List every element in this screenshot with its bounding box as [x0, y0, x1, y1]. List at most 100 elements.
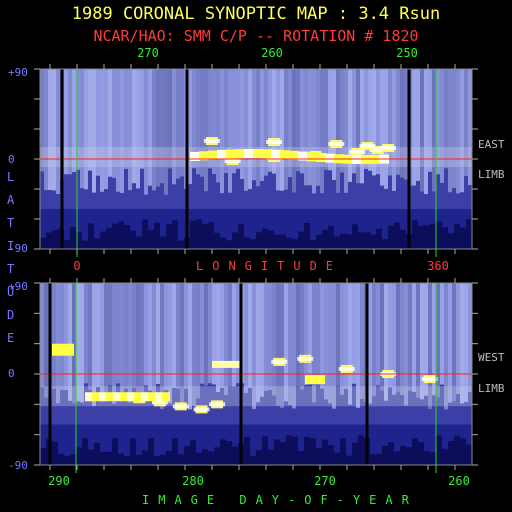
map-column: [180, 283, 184, 404]
map-column: [344, 283, 348, 389]
limb-label: LIMB: [478, 382, 505, 395]
map-column: [228, 69, 232, 193]
bright-feature-core: [328, 142, 345, 146]
map-column: [132, 283, 136, 388]
latitude-title-letter: I: [7, 239, 15, 253]
map-column: [436, 283, 440, 398]
dark-streak: [130, 230, 136, 249]
dark-streak: [52, 441, 58, 465]
map-column: [320, 69, 324, 194]
bottom-x-tick: 290: [48, 474, 70, 488]
equatorial-streamer: [280, 150, 290, 160]
map-column: [420, 69, 424, 192]
map-column: [296, 69, 300, 172]
map-column: [252, 283, 256, 410]
bright-feature-core: [349, 150, 366, 154]
map-column: [52, 283, 56, 389]
dark-streak: [82, 438, 88, 465]
map-column: [272, 283, 276, 396]
chart-subtitle: NCAR/HAO: SMM C/P -- ROTATION # 1820: [93, 27, 419, 45]
map-column: [292, 283, 296, 409]
dark-streak: [208, 222, 214, 249]
map-column: [364, 69, 368, 170]
map-column: [336, 69, 340, 193]
dark-streak: [418, 442, 424, 465]
map-column: [104, 69, 108, 190]
equatorial-streamer: [244, 149, 254, 159]
map-column: [256, 283, 260, 403]
map-column: [412, 283, 416, 392]
map-column: [396, 69, 400, 175]
map-column: [244, 69, 248, 191]
map-column: [400, 283, 404, 396]
top-x-tick: 260: [261, 46, 283, 60]
map-column: [420, 283, 424, 400]
dark-streak: [394, 222, 400, 249]
dark-streak: [76, 232, 82, 249]
equatorial-streamer: [262, 149, 272, 159]
dark-streak: [94, 442, 100, 465]
map-column: [256, 69, 260, 187]
dark-streak: [196, 452, 202, 465]
map-column: [156, 69, 160, 187]
dark-streak: [64, 455, 70, 465]
dark-streak: [466, 219, 472, 249]
map-column: [368, 69, 372, 171]
map-column: [452, 283, 456, 402]
map-column: [232, 69, 236, 174]
map-column: [72, 69, 76, 173]
dark-streak: [190, 440, 196, 465]
map-column: [200, 69, 204, 177]
dark-streak: [184, 446, 190, 465]
latitude-title-letter: D: [7, 308, 15, 322]
map-column: [468, 69, 472, 185]
map-column: [80, 283, 84, 403]
map-column: [332, 283, 336, 409]
bottom-x-tick: 280: [182, 474, 204, 488]
map-column: [308, 69, 312, 186]
dark-streak: [358, 435, 364, 465]
equatorial-streamer: [325, 153, 335, 163]
dark-streak: [136, 236, 142, 249]
dark-streak: [316, 447, 322, 465]
bright-feature-core: [172, 404, 189, 409]
map-column: [456, 283, 460, 394]
southern-streamer: [141, 392, 149, 402]
map-column: [76, 69, 80, 170]
southern-streamer: [113, 392, 121, 402]
map-column: [140, 69, 144, 169]
map-column: [56, 283, 60, 404]
map-column: [236, 69, 240, 169]
map-column: [84, 283, 88, 384]
dark-streak: [274, 439, 280, 465]
map-column: [424, 283, 428, 396]
dark-streak: [310, 438, 316, 465]
map-column: [144, 283, 148, 386]
bright-feature-core: [421, 377, 438, 382]
map-column: [260, 283, 264, 397]
map-column: [224, 283, 228, 396]
map-column: [332, 69, 336, 180]
map-column: [92, 283, 96, 406]
bottom-y-tick-min: -90: [8, 459, 28, 472]
dark-streak: [310, 239, 316, 249]
dark-streak: [214, 232, 220, 249]
equatorial-streamer: [235, 149, 245, 159]
map-column: [64, 69, 68, 175]
equatorial-streamer: [190, 152, 200, 161]
map-column: [260, 69, 264, 181]
bright-feature-core: [224, 159, 241, 163]
day-of-year-axis-title: IMAGE DAY-OF-YEAR: [142, 493, 418, 507]
map-column: [96, 283, 100, 388]
dark-streak: [364, 232, 370, 249]
map-column: [392, 283, 396, 395]
dark-streak: [304, 223, 310, 249]
equatorial-streamer: [307, 152, 317, 162]
map-column: [156, 283, 160, 384]
map-column: [408, 283, 412, 391]
map-column: [164, 283, 168, 391]
dark-streak: [322, 229, 328, 249]
map-column: [108, 283, 112, 386]
map-column: [112, 69, 116, 178]
dark-streak: [274, 234, 280, 249]
